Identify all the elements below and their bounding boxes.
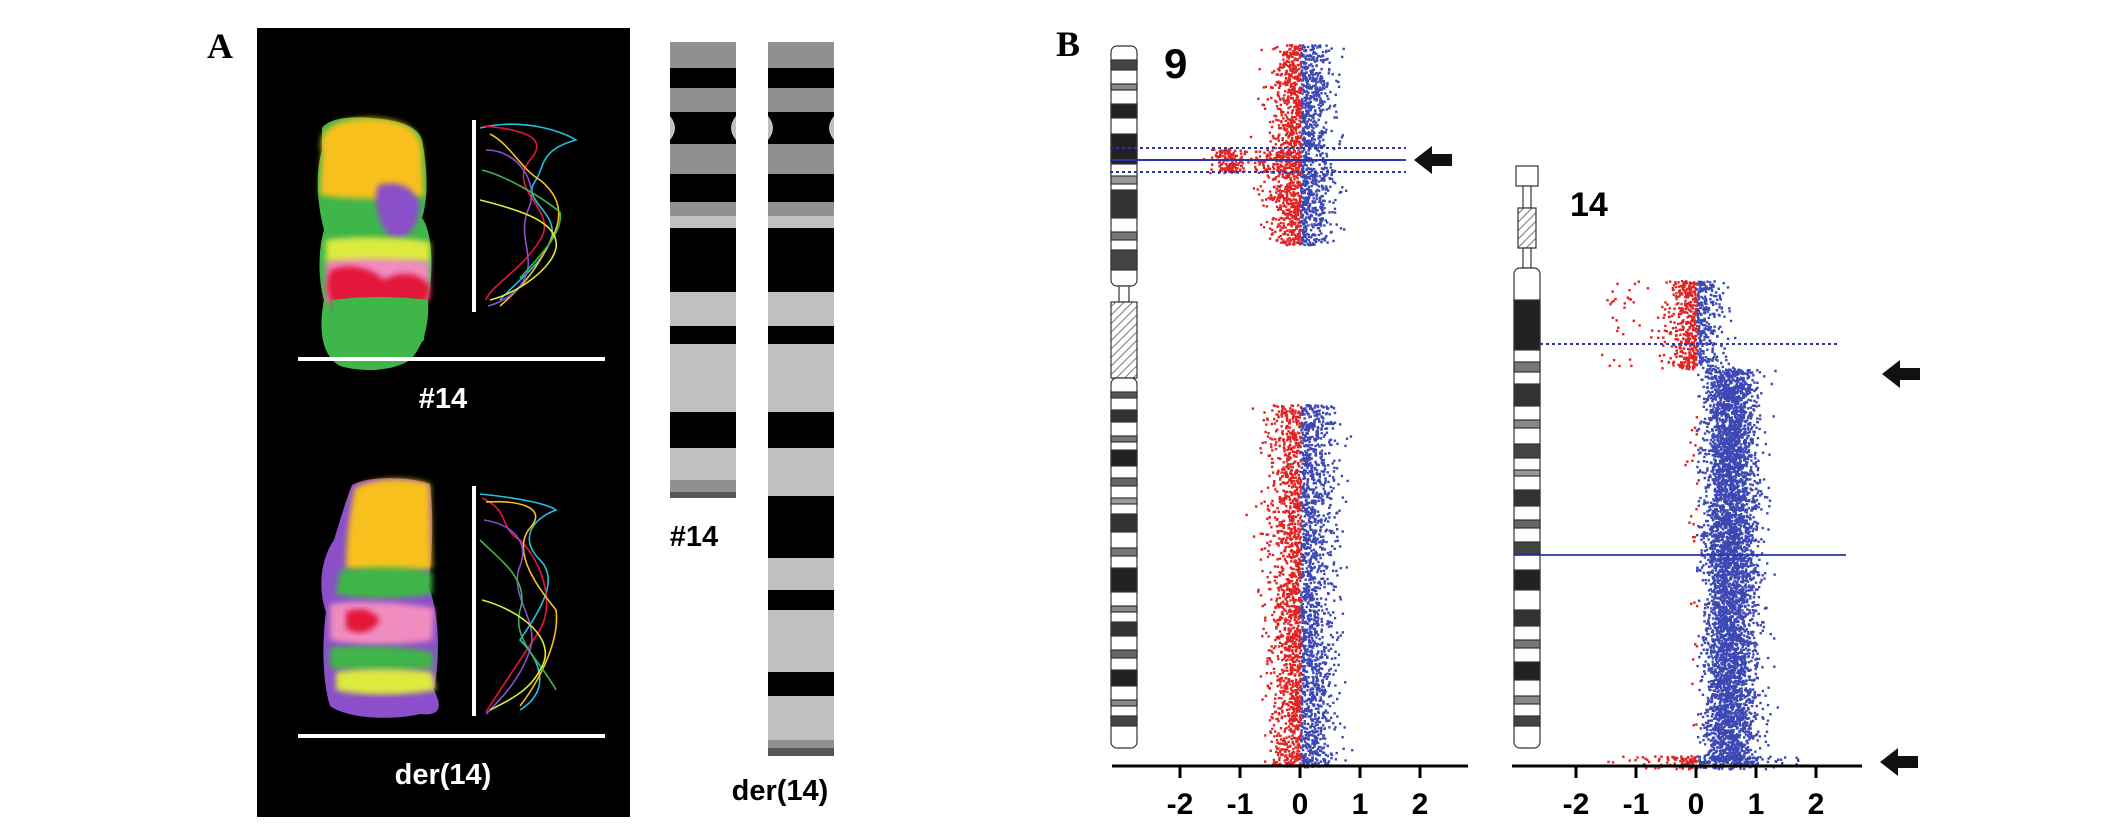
- chr14-breakpoint-lines: [1514, 343, 1846, 556]
- chr9-label: 9: [1164, 40, 1187, 87]
- left-arrow-icon: [1880, 748, 1918, 776]
- purple-segment: [375, 183, 420, 239]
- left-arrow-icon: [1882, 360, 1920, 388]
- x-tick-label: -2: [1563, 788, 1590, 821]
- green-band: [336, 567, 432, 599]
- mfish-profile-derivative: [472, 486, 558, 716]
- yellow-segment: [346, 479, 432, 575]
- mfish-label-normal: #14: [419, 383, 467, 415]
- pink-segment: [330, 601, 434, 645]
- left-arrow-icon: [1414, 146, 1452, 174]
- x-tick-label: 2: [1412, 788, 1429, 821]
- x-tick-label: 1: [1352, 788, 1369, 821]
- x-tick-label: 1: [1748, 788, 1765, 821]
- ideogram-label-normal: #14: [670, 521, 718, 553]
- green-band: [330, 645, 434, 671]
- panel-b-label: B: [1056, 24, 1080, 64]
- ideogram-derivative: der(14): [732, 42, 834, 807]
- x-tick-label: -2: [1167, 788, 1194, 821]
- green-tip: [332, 297, 428, 355]
- chr9-breakpoint-lines: [1110, 147, 1406, 173]
- red-segment: [346, 609, 380, 633]
- mfish-chromosome-derivative: [321, 478, 439, 718]
- mfish-label-derivative: der(14): [395, 759, 492, 791]
- chr14-cnv-scatter: [1589, 280, 1808, 771]
- chr9-x-axis: -2 -1 0 1 2: [1112, 764, 1468, 821]
- mfish-panel: #14 der(14): [257, 28, 630, 817]
- mfish-profile-normal: [472, 120, 578, 312]
- x-tick-label: 2: [1808, 788, 1825, 821]
- panel-a-label: A: [207, 26, 233, 66]
- ideogram-label-derivative: der(14): [732, 775, 829, 807]
- mfish-chromosome-normal: [317, 117, 432, 370]
- ideogram-normal: #14: [670, 42, 736, 553]
- chr14-x-axis: -2 -1 0 1 2: [1512, 764, 1862, 821]
- chr14-ideogram: [1513, 165, 1541, 749]
- x-tick-label: -1: [1227, 788, 1254, 821]
- lime-segment: [326, 237, 430, 265]
- x-tick-label: 0: [1292, 788, 1309, 821]
- chr14-label: 14: [1570, 186, 1608, 224]
- lime-segment: [336, 669, 436, 695]
- chr9-ideogram: [1110, 45, 1138, 749]
- x-tick-label: -1: [1623, 788, 1650, 821]
- chr9-cnv-scatter: [1202, 44, 1354, 769]
- mfish-background: [257, 28, 630, 817]
- yellow-segment: [320, 118, 424, 199]
- x-tick-label: 0: [1688, 788, 1705, 821]
